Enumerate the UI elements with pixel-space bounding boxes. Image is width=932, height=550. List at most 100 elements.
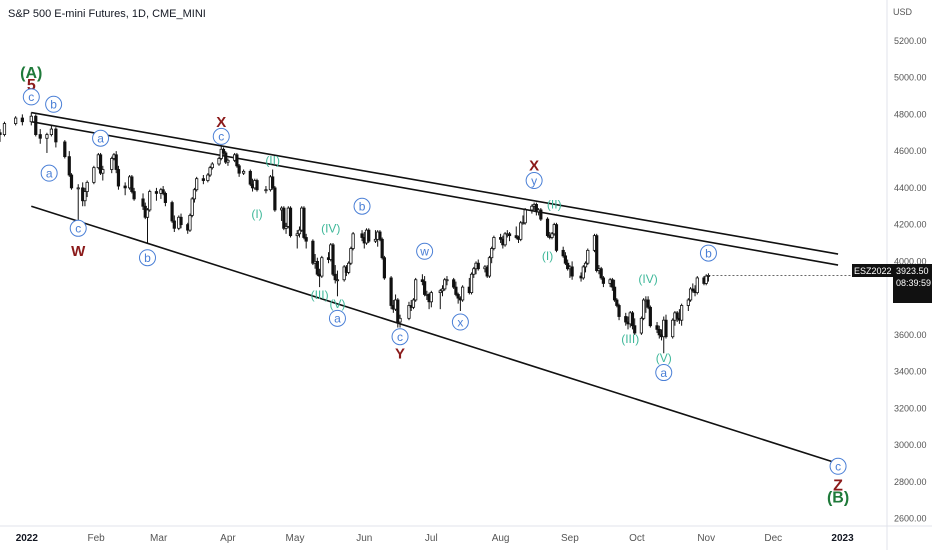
candle-body <box>320 257 324 277</box>
wave-label: (III) <box>621 332 639 346</box>
wave-label: Y <box>395 346 405 363</box>
candle-body <box>54 128 58 143</box>
y-axis[interactable]: 5200.00 5000.00 4800.00 4600.00 4400.00 4200.… <box>894 36 927 524</box>
candle-body <box>523 209 527 224</box>
y-tick-label: 4000.00 <box>894 256 927 266</box>
x-tick-label: Jun <box>356 533 372 544</box>
wave-label: c <box>218 130 224 144</box>
candle-body <box>581 266 585 279</box>
candle-body <box>190 198 194 216</box>
candle-body <box>123 185 127 189</box>
candle-body <box>554 224 559 251</box>
wave-circle <box>353 197 371 215</box>
candle-body <box>610 279 614 288</box>
candle-body <box>114 154 118 170</box>
candle-body <box>192 189 197 200</box>
candle-body <box>195 178 199 191</box>
candle-body <box>351 233 355 249</box>
candle-body <box>331 244 335 275</box>
wave-circle <box>69 219 87 237</box>
candle-body <box>311 240 315 264</box>
chart-title: S&P 500 E-mini Futures, 1D, CME_MINI <box>8 8 206 20</box>
candle-body <box>224 152 228 163</box>
candle-body <box>360 233 364 238</box>
wave-label: a <box>46 166 53 180</box>
candle-body <box>148 191 152 211</box>
wave-label: y <box>531 174 537 188</box>
candle-body <box>599 268 603 279</box>
wave-label: Z <box>833 477 843 494</box>
candle-body <box>49 128 54 135</box>
candle-body <box>188 215 192 231</box>
candle-body <box>219 148 223 159</box>
candle-body <box>373 238 378 242</box>
candle-body <box>639 317 644 334</box>
candle-body <box>264 189 268 192</box>
candle-body <box>686 299 690 306</box>
candle-body <box>499 237 503 240</box>
candle-body <box>170 202 174 222</box>
wave-label: X <box>529 157 539 174</box>
candlestick-series <box>0 112 711 354</box>
candle-body <box>347 262 351 273</box>
candle-body <box>519 222 523 240</box>
symbol-label: ESZ2022 <box>854 266 892 276</box>
x-tick-label: 2023 <box>831 533 854 544</box>
candle-body <box>664 319 668 338</box>
candle-body <box>271 176 275 189</box>
candle-body <box>29 115 33 123</box>
candle-body <box>217 158 221 165</box>
candle-body <box>630 312 635 327</box>
wave-label: (I) <box>542 249 553 263</box>
candle-body <box>206 174 210 181</box>
candle-body <box>671 319 675 338</box>
candle-body <box>92 167 96 183</box>
candle-body <box>221 148 226 154</box>
wave-circle <box>416 242 434 260</box>
candle-body <box>490 248 494 259</box>
candle-body <box>396 299 400 323</box>
candle-body <box>655 325 659 330</box>
candle-body <box>440 288 445 292</box>
candle-body <box>691 288 695 292</box>
wave-circle <box>92 129 110 147</box>
candle-body <box>472 268 476 275</box>
trend-line <box>31 120 839 266</box>
wave-label: (A) <box>20 65 42 82</box>
candle-body <box>2 123 7 135</box>
price-panel: ESZ2022 3923.50 08:39:59 <box>852 264 932 303</box>
wave-label: b <box>705 246 712 260</box>
candle-body <box>550 233 554 238</box>
candle-body <box>130 176 134 192</box>
candle-body <box>210 163 214 169</box>
candle-body <box>116 169 121 187</box>
candle-body <box>273 187 277 211</box>
candle-body <box>583 262 588 268</box>
candle-body <box>648 306 652 327</box>
candle-body <box>443 279 447 290</box>
candle-body <box>378 231 382 240</box>
candle-body <box>411 299 416 308</box>
wave-circle <box>139 249 156 267</box>
candle-body <box>503 233 507 246</box>
candle-body <box>235 154 239 167</box>
candle-body <box>132 191 136 200</box>
candle-body <box>145 209 150 218</box>
candle-body <box>646 299 650 308</box>
candle-body <box>461 286 465 301</box>
x-tick-label: Apr <box>220 533 236 544</box>
wave-label: w <box>419 245 429 259</box>
wave-label: (III) <box>311 288 329 302</box>
candle-body <box>288 207 293 237</box>
candle-body <box>423 281 427 295</box>
candle-body <box>688 288 693 301</box>
candle-body <box>63 141 67 158</box>
y-tick-label: 4800.00 <box>894 109 927 119</box>
candle-body <box>566 262 570 270</box>
candle-body <box>335 279 340 282</box>
candle-body <box>595 235 599 271</box>
candle-body <box>0 132 2 135</box>
candle-body <box>407 305 411 319</box>
